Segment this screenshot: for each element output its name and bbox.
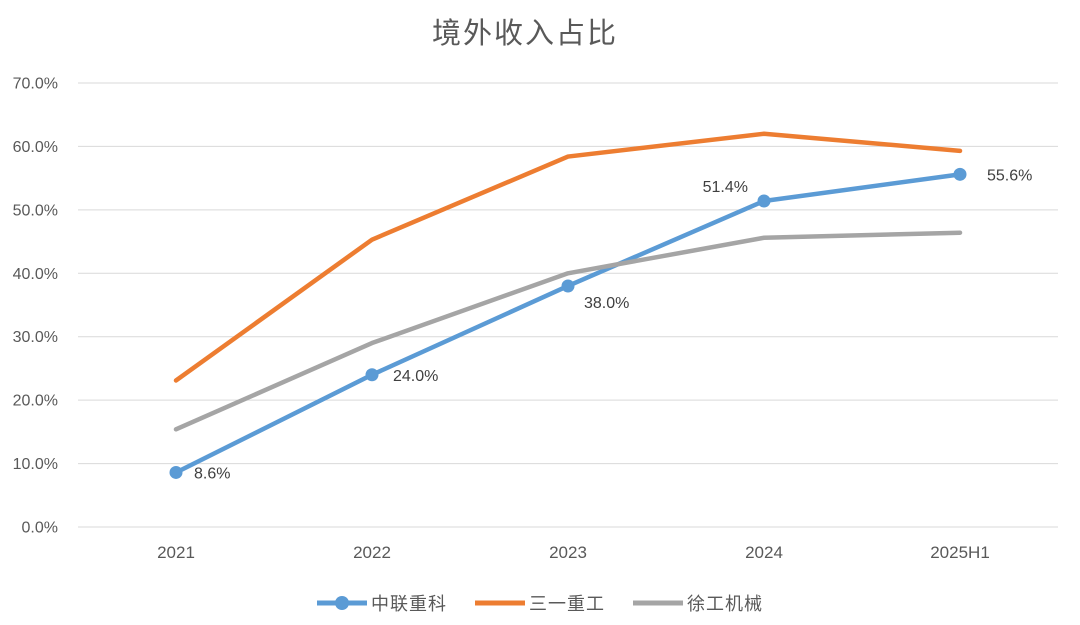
data-point-marker-zhonglian xyxy=(561,279,575,293)
legend-item-zhonglian: 中联重科 xyxy=(317,590,447,616)
series-line-sany xyxy=(173,131,963,383)
legend-swatch-sany xyxy=(475,600,525,606)
y-axis-tick-label: 50.0% xyxy=(13,202,58,219)
x-axis-tick-label: 2024 xyxy=(745,543,783,562)
y-axis-tick-label: 10.0% xyxy=(13,456,58,473)
data-point-marker-zhonglian xyxy=(365,368,379,382)
legend-marker-zhonglian xyxy=(335,596,349,610)
data-label-zhonglian: 8.6% xyxy=(194,465,230,482)
legend-label-zhonglian: 中联重科 xyxy=(371,594,447,614)
y-axis-tick-label: 60.0% xyxy=(13,139,58,156)
legend-swatch-xugong xyxy=(633,600,683,606)
y-axis-tick-label: 30.0% xyxy=(13,329,58,346)
y-axis-tick-label: 20.0% xyxy=(13,393,58,410)
x-axis-tick-label: 2021 xyxy=(157,543,195,562)
chart-legend: 中联重科 三一重工 徐工机械 xyxy=(0,590,1080,616)
x-axis-tick-label: 2025H1 xyxy=(930,543,990,562)
legend-item-sany: 三一重工 xyxy=(475,590,605,616)
data-label-zhonglian: 51.4% xyxy=(703,179,748,196)
data-label-zhonglian: 38.0% xyxy=(584,295,629,312)
chart-title: 境外收入占比 xyxy=(431,18,618,50)
legend-label-sany: 三一重工 xyxy=(529,594,605,614)
data-point-marker-zhonglian xyxy=(953,167,967,181)
data-point-marker-zhonglian xyxy=(757,194,771,208)
y-axis-tick-label: 0.0% xyxy=(22,520,58,537)
legend-item-xugong: 徐工机械 xyxy=(633,590,763,616)
legend-label-xugong: 徐工机械 xyxy=(687,594,763,614)
y-axis-tick-label: 40.0% xyxy=(13,266,58,283)
y-axis-tick-label: 70.0% xyxy=(13,76,58,93)
series-line-xugong xyxy=(173,230,963,432)
data-label-zhonglian: 55.6% xyxy=(987,167,1032,184)
legend-swatch-zhonglian xyxy=(317,596,367,610)
x-axis-tick-label: 2022 xyxy=(353,543,391,562)
data-label-zhonglian: 24.0% xyxy=(393,368,438,385)
series-line-zhonglian xyxy=(173,172,963,475)
data-point-marker-zhonglian xyxy=(169,465,183,479)
x-axis-tick-label: 2023 xyxy=(549,543,587,562)
